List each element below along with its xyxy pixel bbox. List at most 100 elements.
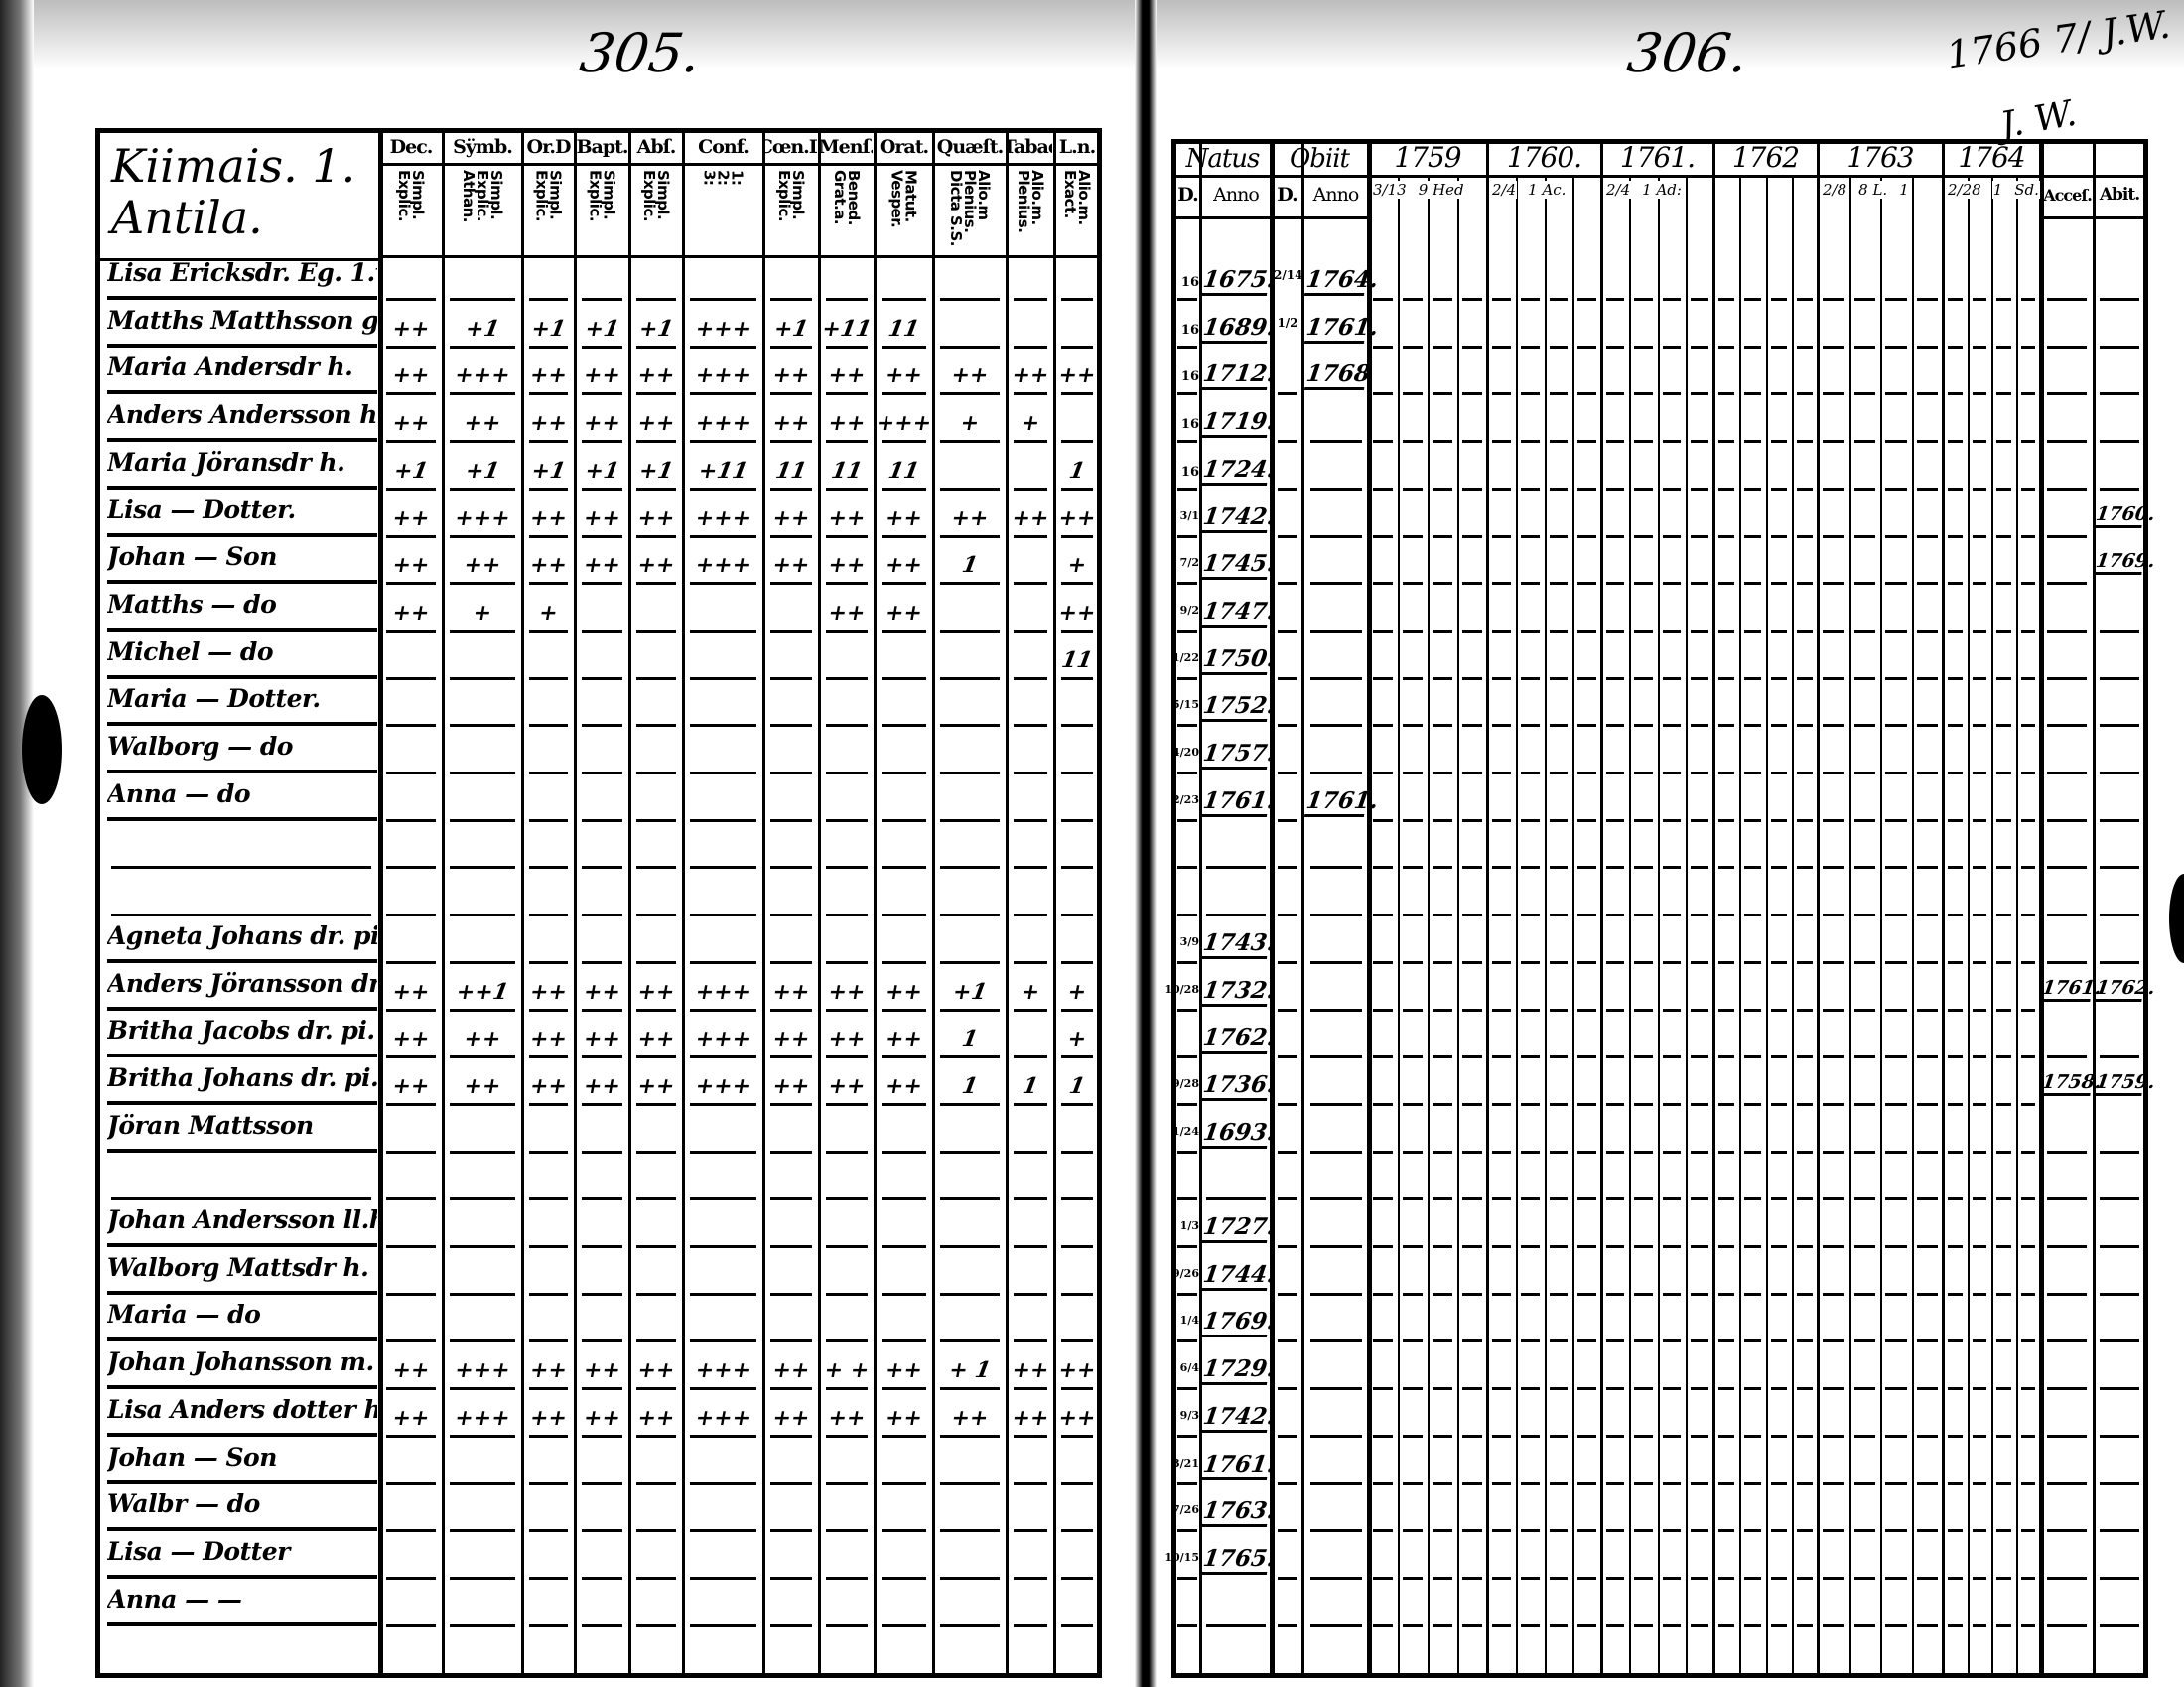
cell-line [1520, 1292, 1540, 1296]
death-day: 1/2 [1277, 315, 1298, 330]
cell-line [2100, 914, 2139, 917]
cell-line [1823, 629, 1844, 633]
cell-line [1634, 487, 1653, 491]
cell-line [1853, 960, 1875, 964]
column-subheader-3: Explic. Simpl. [577, 166, 627, 253]
cell-line [1373, 772, 1393, 774]
cell-line [1433, 534, 1452, 538]
entry-name: Lisa — Dotter. [107, 495, 377, 537]
cell-line [770, 1008, 812, 1012]
cell-line [1606, 676, 1625, 680]
exam-mark: ++ [635, 1357, 677, 1384]
cell-line [1061, 914, 1093, 917]
death-year: 1761. [1303, 313, 1380, 344]
cell-line [1492, 1245, 1511, 1248]
birth-day: 3/9 [1179, 934, 1199, 948]
cell-line [529, 582, 568, 586]
cell-line [1916, 1292, 1938, 1296]
cell-line [690, 1197, 756, 1201]
year-note: 3/13 [1372, 181, 1408, 199]
cell-line [1853, 724, 1875, 728]
cell-line [2020, 1197, 2035, 1201]
cell-line [1606, 1529, 1625, 1533]
cell-line [1885, 298, 1907, 301]
exam-mark: ++ [883, 362, 925, 389]
cell-line [1549, 1387, 1569, 1391]
cell-line [386, 1387, 436, 1391]
cell-line [1606, 1623, 1625, 1627]
cell-line [882, 1529, 926, 1533]
birth-day: 9/3 [1179, 1408, 1199, 1422]
cell-line [1577, 487, 1596, 491]
cell-line [826, 724, 868, 728]
cell-line [1662, 960, 1681, 964]
cell-line [2020, 866, 2035, 870]
cell-line [1996, 1055, 2011, 1059]
cell-line [1916, 392, 1938, 396]
cell-line [1885, 914, 1907, 917]
cell-line [1690, 1339, 1708, 1343]
cell-line [1796, 1008, 1813, 1012]
cell-line [1996, 298, 2011, 301]
cell-line [1577, 818, 1596, 822]
cell-line [882, 345, 926, 349]
cell-line [1948, 629, 1963, 633]
cell-line [582, 629, 622, 633]
birth-year: 1752. [1200, 692, 1277, 723]
farm-name: Antila. [111, 191, 263, 244]
cell-line [1853, 1055, 1875, 1059]
cell-line [1690, 1481, 1708, 1485]
cell-line [1916, 487, 1938, 491]
cell-line [1718, 582, 1735, 586]
exam-mark: +++ [693, 1404, 753, 1431]
cell-line [882, 487, 926, 491]
cell-line [1403, 440, 1423, 444]
cell-line [529, 914, 568, 917]
cell-line [1433, 629, 1452, 633]
abiit-year: 1769. [2094, 550, 2156, 576]
cell-line [1770, 440, 1787, 444]
cell-line [1948, 1055, 1963, 1059]
column-header-0: Dec. [389, 136, 434, 158]
cell-line [2100, 1623, 2139, 1627]
exam-mark: + + [822, 1357, 872, 1384]
cell-line [940, 1055, 1000, 1059]
cell-line [450, 1387, 515, 1391]
cell-line [1796, 1387, 1813, 1391]
cell-line [1972, 914, 1986, 917]
cell-line [1310, 866, 1362, 870]
cell-line [1662, 345, 1681, 349]
cell-line [770, 960, 812, 964]
left-page-number: 305. [576, 22, 705, 84]
cell-line [582, 1434, 622, 1438]
cell-line [1310, 1197, 1362, 1201]
cell-line [1770, 582, 1787, 586]
cell-line [1972, 629, 1986, 633]
cell-line [1662, 1245, 1681, 1248]
cell-line [2047, 1339, 2087, 1343]
cell-line [1549, 629, 1569, 633]
cell-line [582, 1529, 622, 1533]
cell-line [940, 1481, 1000, 1485]
birth-year: 1744. [1200, 1260, 1277, 1291]
cell-line [386, 1150, 436, 1154]
year-header-1760.: 1760. [1506, 141, 1582, 174]
cell-line [386, 1434, 436, 1438]
cell-line [450, 298, 515, 301]
cell-line [1373, 1576, 1393, 1580]
cell-line [940, 582, 1000, 586]
cell-line [1972, 1529, 1986, 1533]
column-subheader-2: Explic. Simpl. [524, 166, 573, 253]
exam-mark: + 1 [947, 1357, 993, 1384]
exam-mark: ++ [826, 1072, 868, 1099]
cell-line [1014, 1245, 1047, 1248]
cell-line [1885, 1008, 1907, 1012]
cell-line [582, 392, 622, 396]
cell-line [1690, 1150, 1708, 1154]
cell-line [1606, 534, 1625, 538]
cell-line [2100, 724, 2139, 728]
cell-line [1744, 298, 1761, 301]
cell-line [636, 534, 676, 538]
cell-line [1796, 629, 1813, 633]
birth-year: 1727. [1200, 1213, 1277, 1243]
